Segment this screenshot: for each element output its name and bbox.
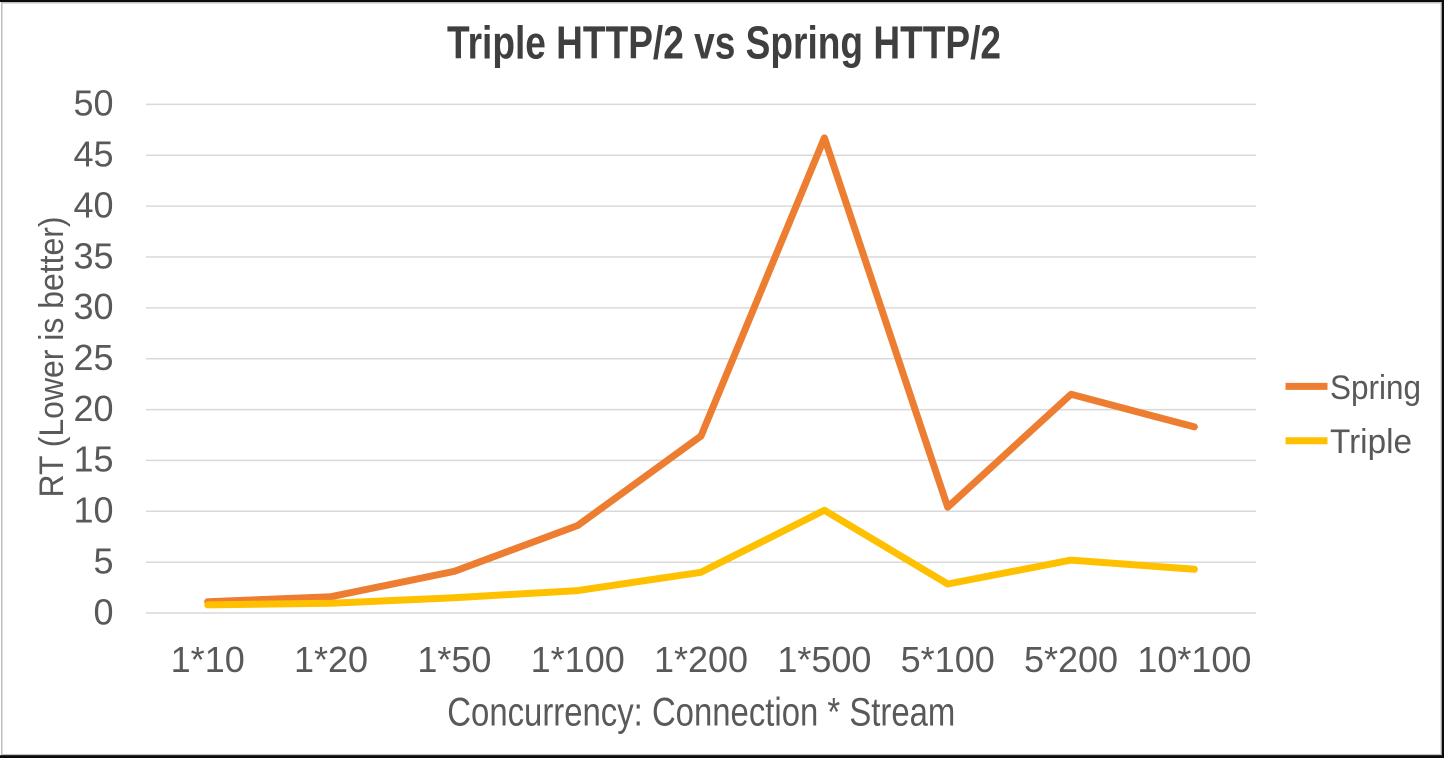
svg-text:1*50: 1*50 (417, 639, 491, 680)
svg-text:1*10: 1*10 (171, 639, 245, 680)
svg-text:1*100: 1*100 (531, 639, 625, 680)
svg-text:45: 45 (73, 134, 113, 175)
svg-text:50: 50 (73, 83, 113, 124)
svg-text:20: 20 (73, 388, 113, 429)
svg-text:Triple HTTP/2 vs Spring HTTP/2: Triple HTTP/2 vs Spring HTTP/2 (447, 17, 1001, 69)
svg-text:5: 5 (93, 541, 113, 582)
svg-text:Concurrency: Connection * Stre: Concurrency: Connection * Stream (447, 691, 955, 735)
svg-text:0: 0 (93, 591, 113, 632)
svg-text:30: 30 (73, 286, 113, 327)
svg-text:10*100: 10*100 (1137, 639, 1251, 680)
svg-text:1*200: 1*200 (654, 639, 748, 680)
svg-text:1*500: 1*500 (777, 639, 871, 680)
svg-text:1*20: 1*20 (294, 639, 368, 680)
svg-text:Spring: Spring (1330, 369, 1421, 407)
svg-text:10: 10 (73, 490, 113, 531)
svg-text:35: 35 (73, 235, 113, 276)
svg-text:RT (Lower is better): RT (Lower is better) (33, 217, 71, 498)
svg-text:40: 40 (73, 184, 113, 225)
svg-text:Triple: Triple (1330, 423, 1412, 461)
svg-text:25: 25 (73, 337, 113, 378)
svg-text:5*100: 5*100 (901, 639, 995, 680)
svg-text:15: 15 (73, 439, 113, 480)
svg-text:5*200: 5*200 (1024, 639, 1118, 680)
